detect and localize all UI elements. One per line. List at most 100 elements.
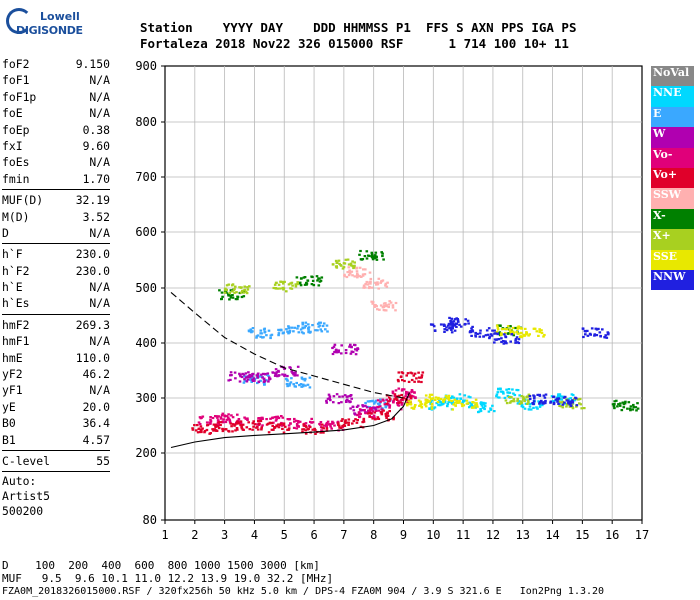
x-tick-label: 5	[281, 528, 288, 542]
echo-point	[303, 283, 307, 286]
echo-point	[325, 422, 329, 425]
echo-point	[313, 427, 316, 430]
echo-point	[244, 290, 248, 293]
echo-point	[517, 332, 520, 335]
echo-point	[571, 401, 575, 404]
echo-point	[345, 399, 348, 402]
echo-point	[493, 410, 496, 413]
echo-point	[295, 427, 299, 430]
echo-point	[359, 409, 362, 412]
echo-point	[353, 264, 356, 267]
echo-point	[561, 406, 565, 409]
echo-point	[552, 395, 555, 398]
echo-point	[290, 326, 294, 329]
echo-point	[490, 334, 494, 337]
echo-point	[229, 294, 232, 297]
echo-point	[327, 393, 331, 396]
echo-point	[371, 410, 375, 413]
echo-point	[443, 401, 447, 404]
echo-point	[581, 327, 585, 330]
echo-point	[357, 413, 361, 416]
echo-point	[223, 288, 227, 291]
echo-point	[304, 384, 307, 387]
x-tick-label: 1	[161, 528, 168, 542]
echo-point	[590, 327, 594, 330]
echo-point	[265, 334, 268, 337]
echo-point	[261, 376, 264, 379]
echo-point	[265, 379, 268, 382]
echo-point	[417, 399, 421, 402]
echo-point	[388, 300, 391, 303]
echo-point	[583, 407, 586, 410]
echo-point	[458, 400, 461, 403]
echo-point	[458, 323, 461, 326]
echo-point	[401, 372, 405, 375]
echo-point	[565, 405, 568, 408]
echo-point	[372, 414, 376, 417]
echo-point	[225, 284, 229, 287]
echo-point	[454, 404, 457, 407]
echo-point	[538, 330, 541, 333]
echo-point	[369, 282, 372, 285]
echo-point	[496, 328, 500, 331]
echo-point	[274, 281, 278, 284]
echo-point	[319, 423, 322, 426]
echo-point	[243, 379, 247, 382]
echo-point	[251, 327, 255, 330]
echo-point	[318, 324, 322, 327]
echo-point	[349, 394, 353, 397]
echo-point	[445, 326, 448, 329]
echo-point	[345, 395, 349, 398]
echo-point	[333, 350, 336, 354]
param-key: yE	[2, 399, 16, 414]
echo-point	[489, 408, 493, 411]
echo-point	[368, 400, 371, 403]
echo-point	[301, 428, 304, 431]
param-key: h`E	[2, 280, 23, 295]
echo-point	[523, 334, 527, 337]
echo-point	[318, 277, 321, 280]
echo-point	[341, 395, 344, 398]
echo-point	[387, 303, 391, 306]
echo-point	[297, 325, 300, 328]
echo-point	[245, 380, 249, 383]
echo-point	[234, 285, 237, 288]
echo-point	[239, 422, 243, 425]
echo-point	[514, 326, 517, 330]
echo-point	[521, 405, 525, 409]
param-row: foEs N/A	[2, 154, 110, 170]
echo-point	[349, 352, 353, 355]
echo-point	[346, 271, 349, 274]
echo-point	[506, 332, 510, 335]
echo-point	[231, 416, 235, 419]
echo-point	[331, 346, 334, 350]
echo-point	[481, 406, 485, 409]
echo-point	[613, 407, 616, 410]
echo-point	[298, 384, 301, 387]
echo-point	[456, 318, 459, 321]
echo-point	[487, 327, 491, 330]
echo-point	[504, 331, 507, 335]
echo-point	[508, 325, 511, 328]
echo-point	[278, 423, 281, 426]
echo-point	[433, 398, 437, 401]
echo-point	[257, 375, 261, 378]
echo-point	[428, 400, 432, 403]
echo-point	[628, 407, 632, 410]
echo-point	[339, 426, 343, 429]
echo-point	[595, 328, 599, 331]
echo-point	[267, 380, 270, 383]
echo-point	[341, 424, 344, 428]
echo-point	[362, 286, 365, 289]
echo-point	[514, 339, 517, 342]
echo-point	[484, 402, 487, 405]
echo-point	[560, 398, 563, 401]
echo-point	[321, 426, 324, 429]
echo-point	[361, 404, 364, 407]
echo-point	[248, 378, 252, 381]
echo-point	[221, 295, 224, 298]
echo-point	[434, 396, 438, 399]
echo-point	[397, 371, 401, 374]
echo-point	[306, 383, 310, 386]
echo-point	[556, 400, 559, 403]
